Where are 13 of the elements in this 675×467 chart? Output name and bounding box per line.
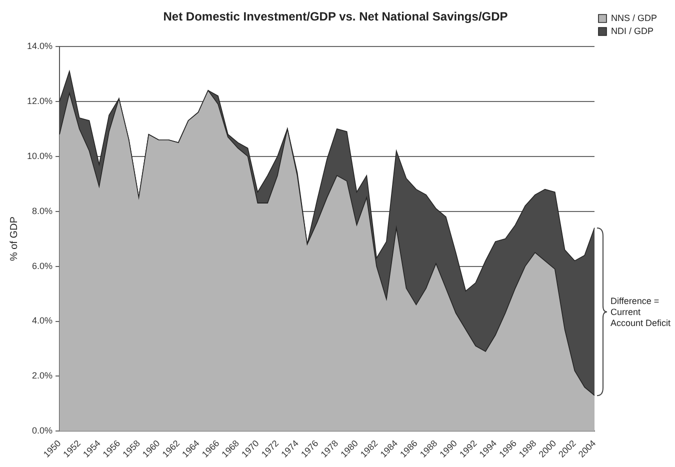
- y-tick-label: 4.0%: [32, 316, 53, 326]
- y-tick-label: 8.0%: [32, 206, 53, 216]
- y-tick-label: 0.0%: [32, 426, 53, 436]
- legend-label: NDI / GDP: [610, 26, 654, 36]
- y-tick-label: 6.0%: [32, 260, 53, 271]
- text: Difference = Current Account Deficit: [610, 296, 672, 329]
- y-tick-label: 12.0%: [26, 96, 53, 106]
- y-tick-label: 14.0%: [26, 40, 53, 51]
- chart-title: Net Domestic Investment/GDP vs. Net National Savings/GDP: [163, 10, 508, 24]
- y-tick-label: 10.0%: [26, 150, 53, 161]
- y-tick-label: 2.0%: [32, 370, 53, 381]
- y-axis-title: % of GDP: [8, 216, 20, 262]
- legend-label: NNS / GDP: [610, 12, 658, 23]
